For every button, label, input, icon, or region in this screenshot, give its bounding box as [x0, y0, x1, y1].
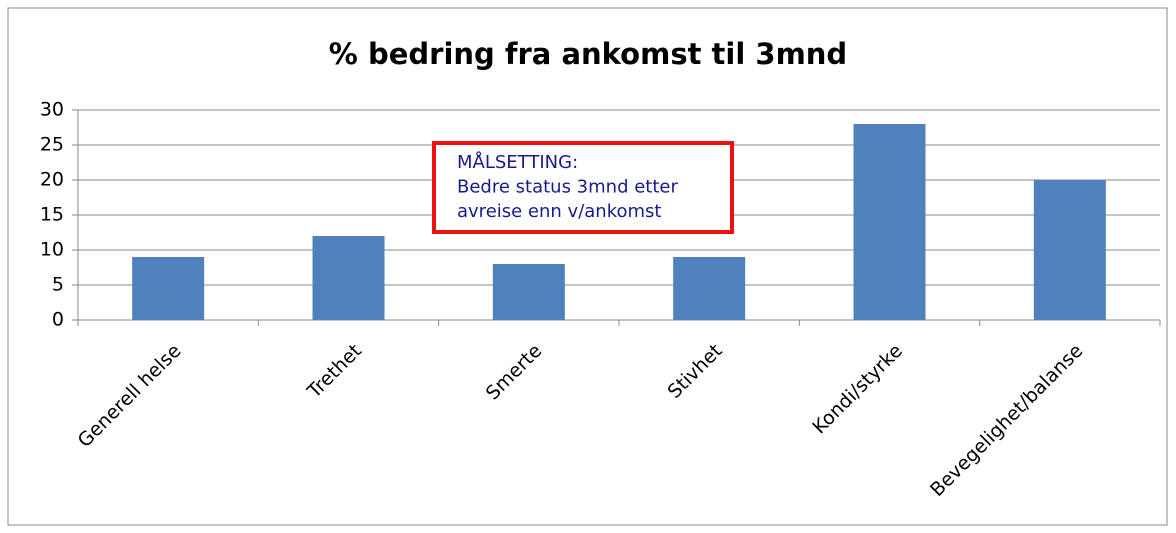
annotation-box [432, 141, 734, 234]
chart-title: % bedring fra ankomst til 3mnd [329, 37, 847, 71]
annotation-text: MÅLSETTING: [457, 151, 578, 173]
bar [1033, 180, 1106, 320]
annotation-text: Bedre status 3mnd etter [457, 177, 678, 198]
bar [853, 124, 926, 320]
y-tick-label: 10 [40, 239, 64, 261]
y-tick-label: 25 [40, 134, 64, 156]
bar [132, 257, 205, 320]
bar [312, 236, 385, 320]
y-tick-label: 30 [40, 99, 64, 121]
bar [492, 264, 565, 320]
annotation-text: avreise enn v/ankomst [457, 201, 661, 222]
bar [673, 257, 746, 320]
y-tick-label: 20 [40, 169, 64, 191]
y-tick-label: 15 [40, 204, 64, 226]
y-tick-label: 5 [52, 274, 64, 296]
y-tick-label: 0 [52, 309, 64, 331]
